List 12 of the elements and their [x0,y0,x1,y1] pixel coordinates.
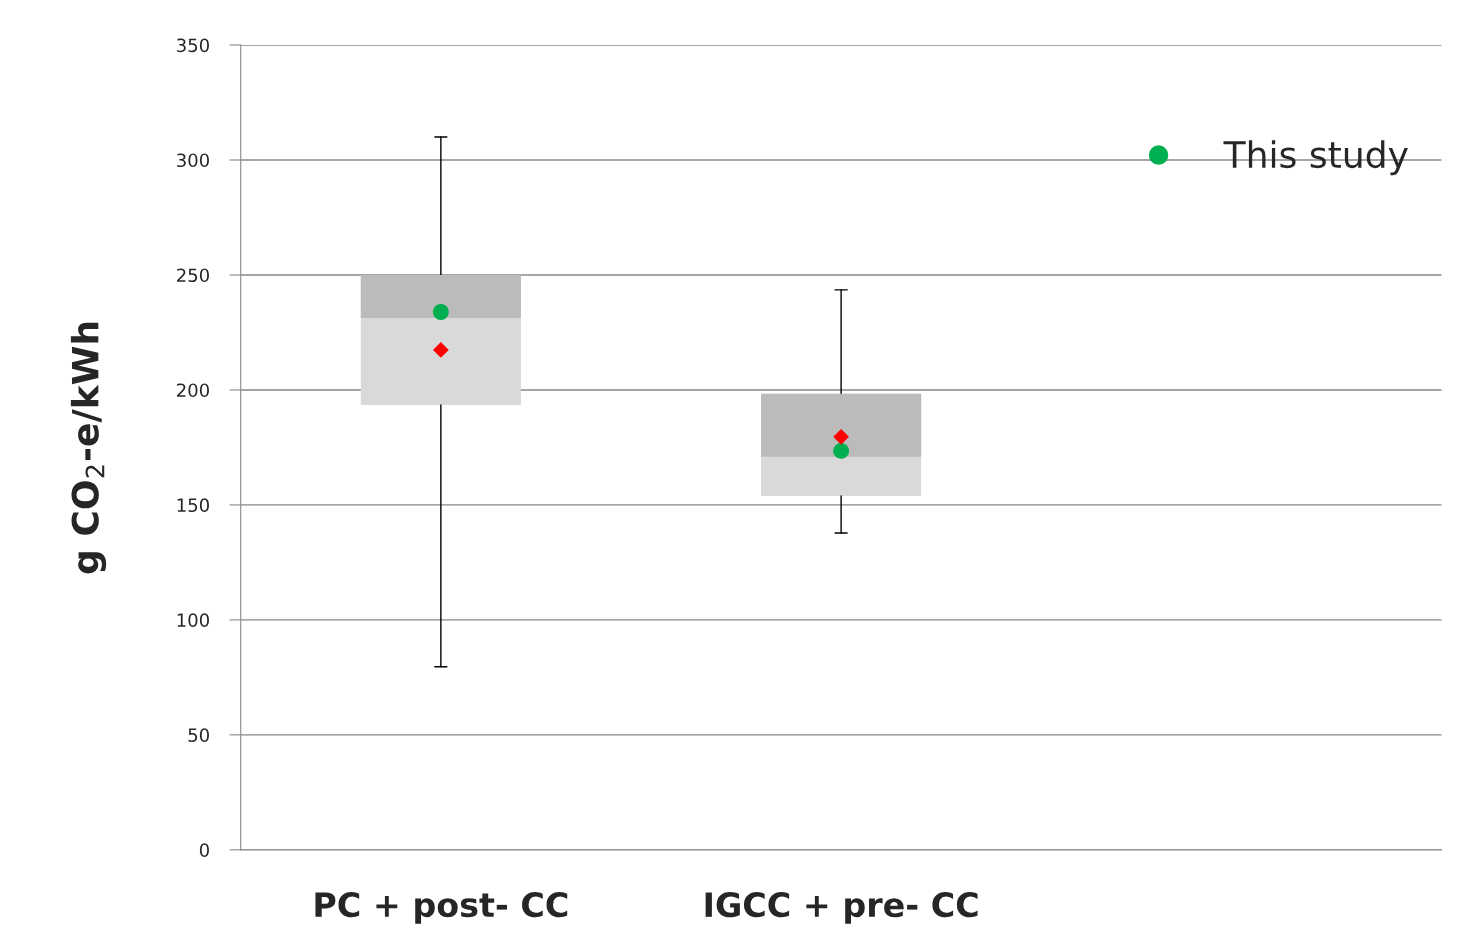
y-tick-label: 50 [188,728,209,742]
y-tick-label: 300 [177,153,209,168]
y-tick-label: 250 [177,268,209,283]
x-tick-label: PC + post- CC [315,892,568,924]
legend-label: This study [1223,140,1408,176]
y-tick-label: 200 [177,383,209,398]
y-tick-label: 100 [177,613,209,627]
y-axis-title: g CO$_{2}$-e/kWh [70,322,107,574]
y-tick-label: 0 [199,843,209,857]
y-tick-label: 350 [177,38,209,53]
y-tick-label: 150 [177,498,209,513]
x-tick-label: IGCC + pre- CC [705,892,978,924]
